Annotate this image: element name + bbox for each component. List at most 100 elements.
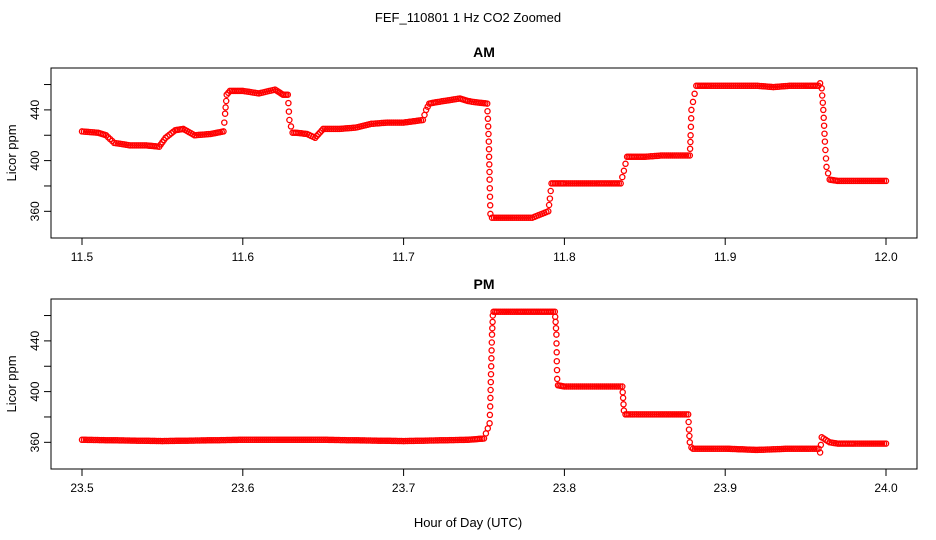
pm-data-point [611, 383, 618, 390]
am-data-point [569, 180, 576, 187]
am-data-point [792, 82, 799, 90]
am-data-point [687, 138, 694, 146]
pm-data-point [487, 386, 494, 394]
pm-data-point [784, 445, 791, 452]
pm-data-point [343, 436, 350, 444]
am-data-point [545, 201, 553, 209]
pm-data-point [691, 445, 699, 452]
pm-y-tick-label: 440 [28, 331, 42, 351]
pm-data-point [677, 411, 684, 418]
pm-data-point [406, 437, 413, 445]
pm-data-point [647, 411, 655, 418]
am-data-point [721, 82, 729, 90]
am-data-point [506, 214, 514, 221]
pm-data-point [188, 437, 196, 444]
pm-data-point [645, 411, 653, 418]
am-data-point [876, 177, 884, 185]
pm-data-point [368, 437, 376, 444]
pm-data-point [293, 436, 301, 444]
am-data-point [589, 180, 596, 187]
am-data-point [565, 180, 572, 187]
am-data-point [748, 82, 755, 90]
am-data-point [821, 130, 828, 137]
pm-data-point [104, 436, 111, 444]
am-data-point [866, 177, 874, 185]
pm-data-point [756, 446, 763, 454]
pm-data-point [309, 436, 317, 444]
pm-data-point [450, 436, 458, 444]
am-data-point [854, 177, 862, 185]
pm-data-point [764, 446, 771, 453]
pm-data-point [583, 383, 590, 390]
am-data-point [319, 125, 327, 133]
am-data-point [561, 180, 568, 187]
am-data-point [492, 214, 500, 221]
am-data-point [488, 214, 496, 221]
pm-data-point [78, 436, 86, 444]
pm-data-point [713, 445, 721, 452]
pm-data-point [426, 437, 433, 444]
pm-data-point [305, 436, 313, 444]
am-data-point [870, 177, 878, 185]
am-data-point [424, 103, 431, 110]
pm-data-point [172, 437, 180, 445]
am-data-point [563, 180, 570, 187]
am-data-point [327, 125, 335, 133]
am-data-point [740, 82, 747, 90]
pm-data-point [565, 383, 572, 390]
am-data-point [824, 170, 832, 177]
pm-data-point [319, 436, 327, 444]
am-data-point [573, 180, 580, 187]
am-data-point [484, 107, 491, 115]
am-data-point [732, 82, 739, 90]
am-data-point [512, 214, 520, 221]
am-data-point [713, 82, 721, 90]
pm-data-point [438, 437, 446, 444]
am-data-point [742, 82, 749, 90]
pm-data-point [567, 383, 574, 390]
am-data-point [844, 177, 852, 185]
am-data-point [496, 214, 504, 221]
pm-data-point [866, 440, 874, 447]
am-data-point [522, 214, 530, 221]
am-data-point [135, 142, 142, 149]
pm-data-point [673, 411, 680, 418]
am-data-point [129, 142, 136, 149]
pm-data-point [285, 436, 293, 444]
pm-data-point [655, 411, 663, 418]
pm-data-point [137, 437, 145, 444]
pm-data-point [432, 437, 440, 444]
pm-data-point [585, 383, 592, 390]
am-data-point [220, 128, 227, 135]
pm-data-point [333, 436, 341, 444]
am-data-point [734, 82, 741, 90]
am-data-point [688, 106, 695, 114]
pm-data-point [229, 436, 237, 444]
pm-data-point [241, 436, 249, 444]
am-data-point [834, 177, 842, 185]
am-x-tick-label: 11.8 [553, 250, 576, 264]
am-data-point [836, 177, 844, 185]
pm-data-point [365, 437, 372, 444]
pm-data-point [486, 403, 494, 410]
pm-data-point [271, 436, 279, 444]
pm-data-point [627, 411, 634, 418]
pm-data-point [311, 436, 319, 444]
pm-data-point [219, 436, 227, 444]
am-data-point [485, 130, 492, 138]
pm-data-point [703, 445, 711, 452]
am-data-point [858, 177, 866, 185]
am-data-point [386, 119, 393, 126]
pm-data-points [78, 308, 890, 456]
am-data-point [707, 82, 715, 90]
am-data-point [725, 82, 733, 90]
am-data-point [874, 177, 882, 185]
am-data-point [689, 98, 697, 106]
pm-data-point [303, 436, 311, 444]
pm-x-tick-label: 23.9 [714, 481, 738, 495]
am-data-point [746, 82, 753, 90]
pm-data-point [601, 383, 608, 390]
pm-data-point [709, 445, 717, 452]
am-data-points [78, 80, 890, 221]
pm-data-point [217, 436, 225, 444]
